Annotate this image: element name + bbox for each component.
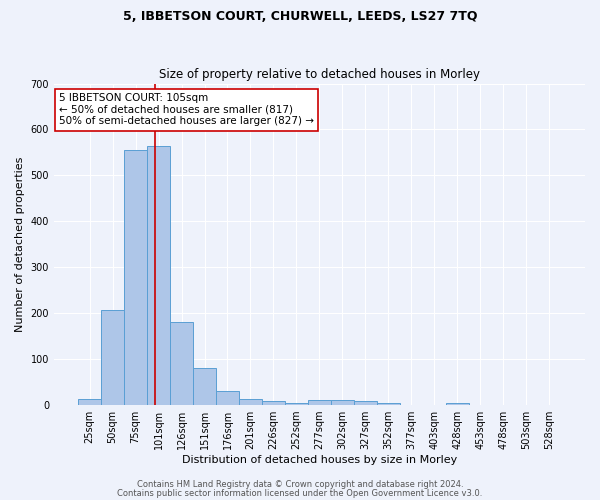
Text: Contains public sector information licensed under the Open Government Licence v3: Contains public sector information licen… [118,488,482,498]
X-axis label: Distribution of detached houses by size in Morley: Distribution of detached houses by size … [182,455,457,465]
Bar [377,403,400,405]
Bar [308,400,331,405]
Title: Size of property relative to detached houses in Morley: Size of property relative to detached ho… [159,68,480,81]
Bar [124,150,147,405]
Y-axis label: Number of detached properties: Number of detached properties [15,156,25,332]
Bar [446,403,469,405]
Bar [285,403,308,405]
Bar [262,402,285,405]
Bar [78,399,101,405]
Bar [216,392,239,405]
Bar [170,322,193,405]
Bar [101,310,124,405]
Bar [193,368,216,405]
Text: 5 IBBETSON COURT: 105sqm
← 50% of detached houses are smaller (817)
50% of semi-: 5 IBBETSON COURT: 105sqm ← 50% of detach… [59,93,314,126]
Bar [147,146,170,405]
Bar [331,400,354,405]
Text: 5, IBBETSON COURT, CHURWELL, LEEDS, LS27 7TQ: 5, IBBETSON COURT, CHURWELL, LEEDS, LS27… [123,10,477,23]
Text: Contains HM Land Registry data © Crown copyright and database right 2024.: Contains HM Land Registry data © Crown c… [137,480,463,489]
Bar [239,398,262,405]
Bar [354,402,377,405]
